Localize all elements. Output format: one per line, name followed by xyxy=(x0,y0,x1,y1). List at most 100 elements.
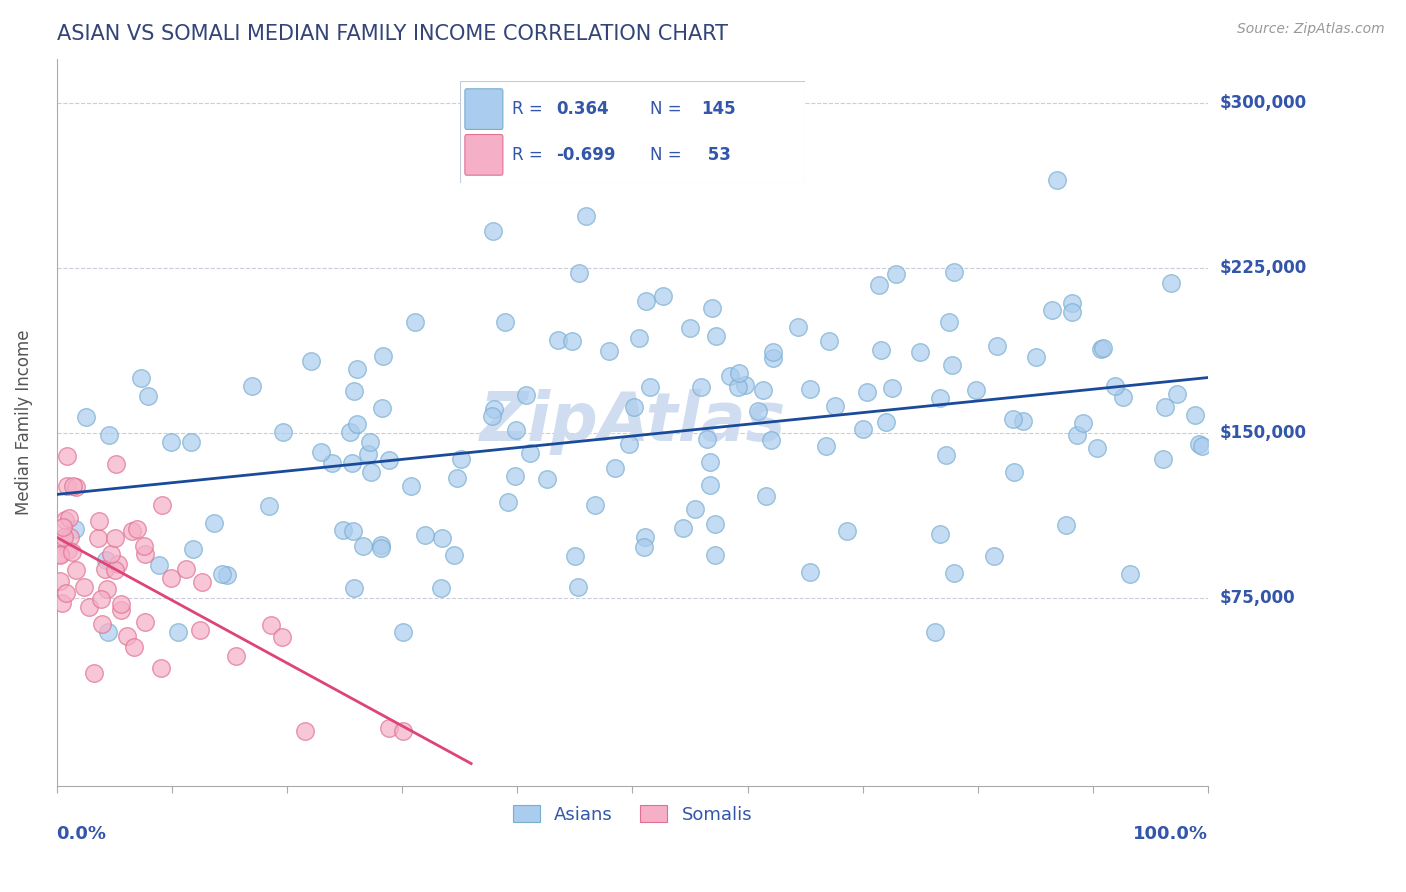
Point xyxy=(343,581,366,595)
Point xyxy=(360,465,382,479)
Point xyxy=(97,624,120,639)
Point xyxy=(634,294,657,309)
Point xyxy=(727,380,749,394)
Point xyxy=(55,586,77,600)
Point xyxy=(188,623,211,637)
Point xyxy=(875,415,897,429)
Point xyxy=(90,617,112,632)
Point xyxy=(134,615,156,630)
Point xyxy=(704,328,727,343)
Point xyxy=(121,524,143,538)
Point xyxy=(110,597,132,611)
Point xyxy=(321,456,343,470)
Point xyxy=(240,379,263,393)
Point xyxy=(935,448,957,462)
Point xyxy=(1112,390,1135,404)
Point xyxy=(924,624,946,639)
Point xyxy=(734,377,756,392)
Point xyxy=(672,521,695,535)
Point xyxy=(704,548,727,562)
Point xyxy=(392,723,415,738)
Point xyxy=(983,549,1005,563)
Point xyxy=(332,523,354,537)
Point xyxy=(702,301,724,315)
Point xyxy=(429,581,451,595)
Point xyxy=(628,331,651,345)
Point xyxy=(257,499,280,513)
Point xyxy=(191,574,214,589)
Point xyxy=(1011,414,1033,428)
Point xyxy=(560,334,582,348)
Point xyxy=(965,383,987,397)
Point xyxy=(110,602,132,616)
Point xyxy=(371,401,394,415)
Point xyxy=(728,367,751,381)
Text: ASIAN VS SOMALI MEDIAN FAMILY INCOME CORRELATION CHART: ASIAN VS SOMALI MEDIAN FAMILY INCOME COR… xyxy=(56,24,728,44)
Point xyxy=(49,533,72,548)
Point xyxy=(718,369,741,384)
Point xyxy=(342,524,364,538)
Point xyxy=(1090,342,1112,356)
Point xyxy=(679,320,702,334)
Text: $225,000: $225,000 xyxy=(1219,260,1306,277)
Point xyxy=(943,265,966,279)
Point xyxy=(638,380,661,394)
Point xyxy=(503,469,526,483)
Point xyxy=(598,344,620,359)
Point xyxy=(415,528,437,542)
Point xyxy=(633,540,655,554)
Point xyxy=(1119,566,1142,581)
Point xyxy=(496,494,519,508)
Point xyxy=(58,543,80,558)
Point xyxy=(482,223,505,237)
Point xyxy=(818,334,841,349)
Text: 100.0%: 100.0% xyxy=(1133,825,1208,844)
Point xyxy=(505,423,527,437)
Legend: Asians, Somalis: Asians, Somalis xyxy=(506,798,759,831)
Text: 0.0%: 0.0% xyxy=(56,825,107,844)
Point xyxy=(623,401,645,415)
Point xyxy=(294,723,316,738)
Point xyxy=(1025,350,1047,364)
Point xyxy=(378,452,401,467)
Point xyxy=(160,571,183,585)
Point xyxy=(941,358,963,372)
Point xyxy=(352,539,374,553)
Text: $300,000: $300,000 xyxy=(1219,95,1306,112)
Point xyxy=(129,370,152,384)
Point xyxy=(494,315,516,329)
Point xyxy=(450,452,472,467)
Point xyxy=(884,267,907,281)
Point xyxy=(1046,172,1069,186)
Point xyxy=(340,456,363,470)
Point xyxy=(683,501,706,516)
Point xyxy=(1054,517,1077,532)
Point xyxy=(446,471,468,485)
Point xyxy=(1002,412,1025,426)
Point xyxy=(370,538,392,552)
Point xyxy=(986,339,1008,353)
Point xyxy=(58,511,80,525)
Point xyxy=(60,545,83,559)
Point xyxy=(104,457,127,471)
Y-axis label: Median Family Income: Median Family Income xyxy=(15,330,32,516)
Point xyxy=(699,478,721,492)
Text: $150,000: $150,000 xyxy=(1219,425,1306,442)
Point xyxy=(605,461,627,475)
Point xyxy=(150,499,173,513)
Point xyxy=(104,532,127,546)
Point xyxy=(134,547,156,561)
Point xyxy=(762,344,785,359)
Point xyxy=(870,343,893,357)
Point xyxy=(1092,341,1115,355)
Point xyxy=(575,209,598,223)
Point xyxy=(97,427,120,442)
Point xyxy=(519,446,541,460)
Point xyxy=(79,600,101,615)
Point xyxy=(343,384,366,398)
Point xyxy=(747,404,769,418)
Point xyxy=(1160,276,1182,290)
Point xyxy=(1062,304,1084,318)
Point xyxy=(96,582,118,597)
Point xyxy=(1188,437,1211,451)
